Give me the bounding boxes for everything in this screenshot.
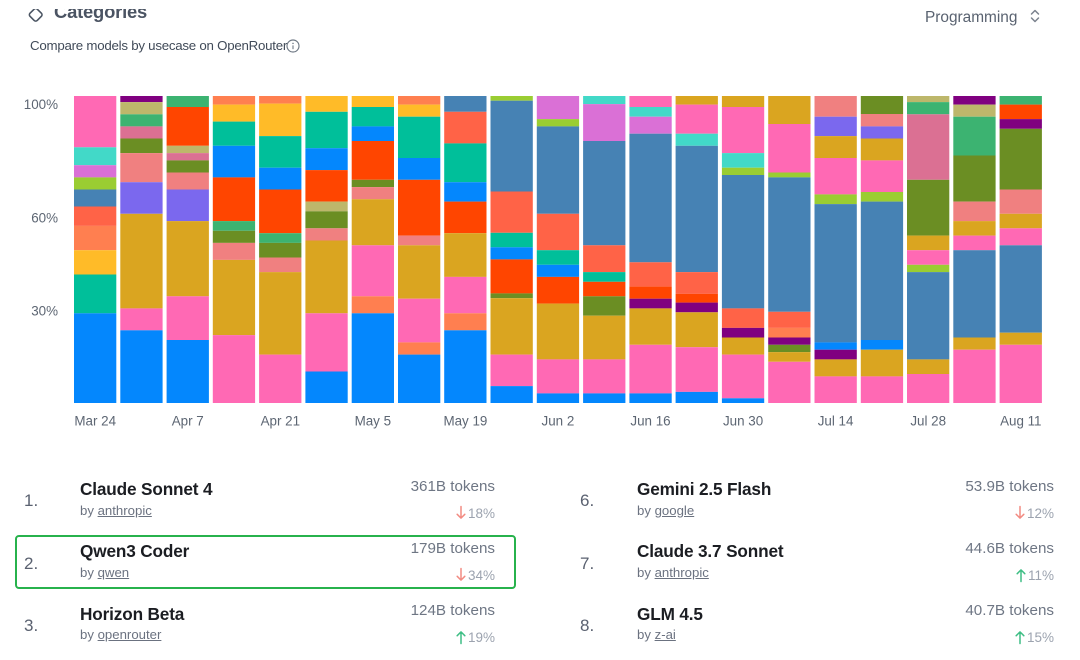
svg-text:Apr 7: Apr 7 (172, 414, 204, 429)
svg-text:100%: 100% (24, 97, 58, 112)
svg-text:60%: 60% (31, 211, 58, 226)
svg-text:30%: 30% (31, 304, 58, 319)
svg-text:Apr 21: Apr 21 (261, 414, 300, 429)
svg-text:May 19: May 19 (443, 414, 487, 429)
svg-text:Jul 14: Jul 14 (818, 414, 854, 429)
svg-text:Jun 16: Jun 16 (630, 414, 670, 429)
svg-text:May 5: May 5 (355, 414, 391, 429)
svg-text:Mar 24: Mar 24 (74, 414, 116, 429)
svg-text:Jun 2: Jun 2 (542, 414, 575, 429)
svg-text:Jun 30: Jun 30 (723, 414, 763, 429)
svg-text:Aug 11: Aug 11 (1000, 414, 1041, 429)
svg-text:Jul 28: Jul 28 (910, 414, 946, 429)
